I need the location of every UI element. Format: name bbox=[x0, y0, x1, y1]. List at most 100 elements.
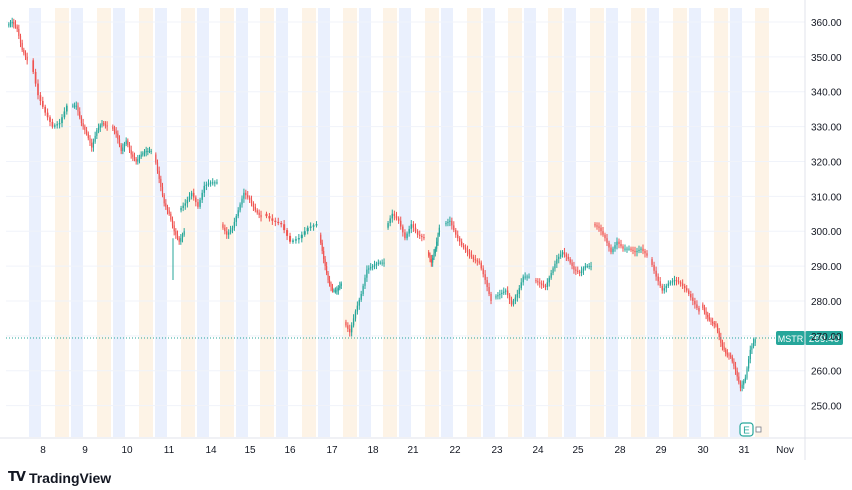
afterhours-band bbox=[220, 8, 234, 437]
candle bbox=[339, 281, 341, 291]
candle bbox=[715, 321, 717, 328]
candle-body bbox=[657, 276, 659, 282]
candle-body bbox=[696, 304, 698, 308]
candle bbox=[14, 20, 17, 29]
candle bbox=[600, 224, 602, 236]
candle bbox=[258, 209, 260, 219]
candle-body bbox=[518, 288, 520, 294]
candle-body bbox=[395, 216, 398, 219]
candle-body bbox=[705, 311, 707, 315]
candle bbox=[239, 202, 241, 213]
candle-body bbox=[561, 252, 564, 255]
candle bbox=[449, 216, 451, 227]
candle-body bbox=[39, 95, 42, 102]
candle bbox=[178, 236, 180, 245]
premarket-band bbox=[647, 8, 659, 437]
candle-body bbox=[331, 287, 334, 291]
candle bbox=[243, 188, 245, 203]
candle-body bbox=[258, 212, 260, 215]
candle-body bbox=[544, 285, 547, 288]
candle-body bbox=[96, 130, 98, 136]
candle-body bbox=[205, 184, 208, 186]
candle bbox=[653, 261, 655, 274]
candle bbox=[612, 246, 614, 255]
candle bbox=[526, 274, 528, 281]
candle bbox=[247, 190, 249, 200]
candle-body bbox=[622, 246, 624, 249]
candle-body bbox=[91, 142, 93, 148]
candle-body bbox=[337, 288, 339, 291]
candle-body bbox=[640, 248, 642, 250]
candle bbox=[112, 124, 114, 132]
afterhours-band bbox=[343, 8, 357, 437]
premarket-band bbox=[399, 8, 411, 437]
candle-body bbox=[229, 230, 232, 233]
candle-body bbox=[306, 227, 309, 232]
candle bbox=[138, 154, 141, 164]
candle bbox=[503, 287, 505, 295]
candle-body bbox=[356, 305, 359, 312]
candle bbox=[616, 237, 618, 250]
candle-body bbox=[387, 223, 389, 228]
candle bbox=[19, 33, 22, 48]
candle-body bbox=[222, 224, 224, 228]
candle bbox=[474, 254, 477, 264]
candle bbox=[725, 347, 727, 357]
candle bbox=[226, 227, 228, 239]
afterhours-band bbox=[714, 8, 728, 437]
afterhours-band bbox=[97, 8, 111, 437]
candle bbox=[651, 257, 653, 268]
candle-body bbox=[506, 290, 509, 296]
candle bbox=[542, 280, 545, 288]
candle-body bbox=[320, 234, 322, 243]
candle-body bbox=[294, 239, 297, 241]
candle bbox=[256, 208, 258, 215]
candle-body bbox=[726, 353, 728, 355]
candle-body bbox=[160, 178, 162, 188]
candle bbox=[393, 210, 396, 221]
candle-body bbox=[80, 117, 83, 124]
candle bbox=[577, 266, 579, 275]
candle-body bbox=[112, 126, 114, 129]
candle bbox=[447, 218, 449, 227]
candle bbox=[323, 246, 325, 264]
candle bbox=[106, 121, 108, 131]
candle bbox=[368, 265, 370, 274]
candle bbox=[58, 118, 61, 129]
candle bbox=[642, 244, 644, 255]
candle bbox=[349, 324, 351, 337]
candle-body bbox=[588, 266, 590, 268]
x-tick-label: 22 bbox=[449, 445, 461, 456]
candle bbox=[539, 278, 541, 288]
candle bbox=[544, 283, 547, 291]
candle-body bbox=[522, 276, 524, 283]
candle bbox=[186, 196, 189, 208]
candle-body bbox=[201, 192, 203, 200]
candle bbox=[237, 207, 239, 219]
candle bbox=[702, 302, 704, 311]
candle bbox=[743, 379, 745, 389]
candle-body bbox=[459, 238, 461, 242]
candle-body bbox=[673, 280, 676, 282]
candle bbox=[61, 114, 63, 128]
premarket-band bbox=[29, 8, 41, 437]
candle bbox=[345, 319, 347, 328]
candle-body bbox=[381, 262, 383, 264]
candle bbox=[391, 209, 394, 223]
candle-body bbox=[228, 232, 230, 235]
candle bbox=[671, 278, 674, 286]
candle bbox=[320, 232, 322, 245]
candle-body bbox=[101, 123, 103, 126]
candle-body bbox=[140, 154, 142, 157]
candle-body bbox=[460, 241, 463, 246]
candle bbox=[730, 352, 732, 359]
candle-body bbox=[32, 60, 35, 72]
candle bbox=[175, 228, 177, 239]
candle bbox=[13, 18, 15, 29]
candle-body bbox=[115, 131, 117, 134]
candle bbox=[340, 281, 342, 290]
candle-body bbox=[268, 216, 271, 219]
candle bbox=[89, 135, 91, 147]
